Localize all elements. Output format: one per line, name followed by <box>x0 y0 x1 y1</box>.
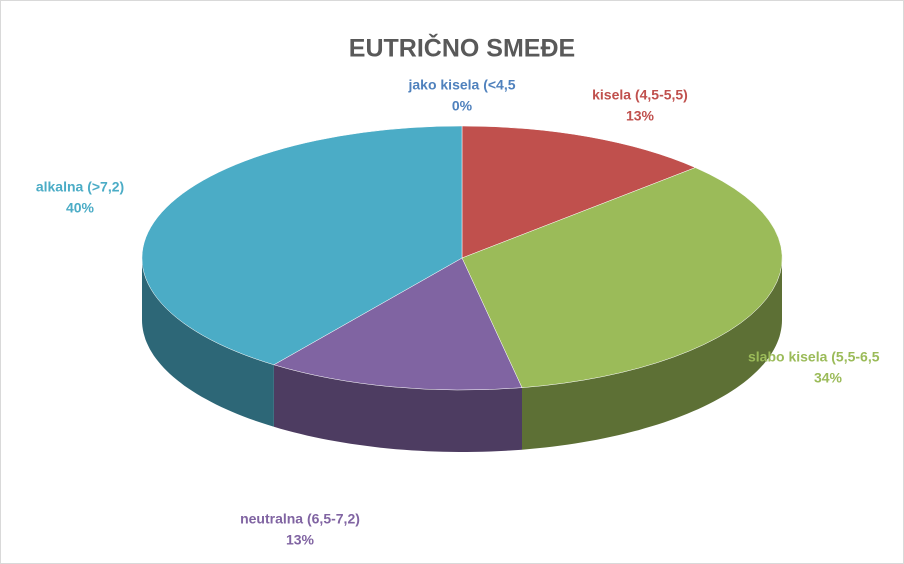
slice <box>141 125 463 366</box>
data-label-value: 13% <box>626 108 655 124</box>
slice <box>461 125 696 259</box>
data-label-value: 34% <box>814 370 843 386</box>
data-label-name: jako kisela (<4,5 <box>407 77 515 93</box>
data-label-name: slabo kisela (5,5-6,5 <box>748 349 880 365</box>
slice <box>273 257 523 391</box>
slice-side <box>142 258 274 427</box>
data-label-value: 0% <box>452 98 473 114</box>
chart-title: EUTRIČNO SMEĐE <box>349 33 575 63</box>
slice-side <box>522 258 782 450</box>
data-label-name: alkalna (>7,2) <box>36 179 124 195</box>
slice-side <box>273 364 522 452</box>
slice <box>461 167 783 388</box>
data-label-name: neutralna (6,5-7,2) <box>240 511 360 527</box>
data-label-value: 13% <box>286 532 315 548</box>
data-label-value: 40% <box>66 200 95 216</box>
data-label-name: kisela (4,5-5,5) <box>592 87 688 103</box>
